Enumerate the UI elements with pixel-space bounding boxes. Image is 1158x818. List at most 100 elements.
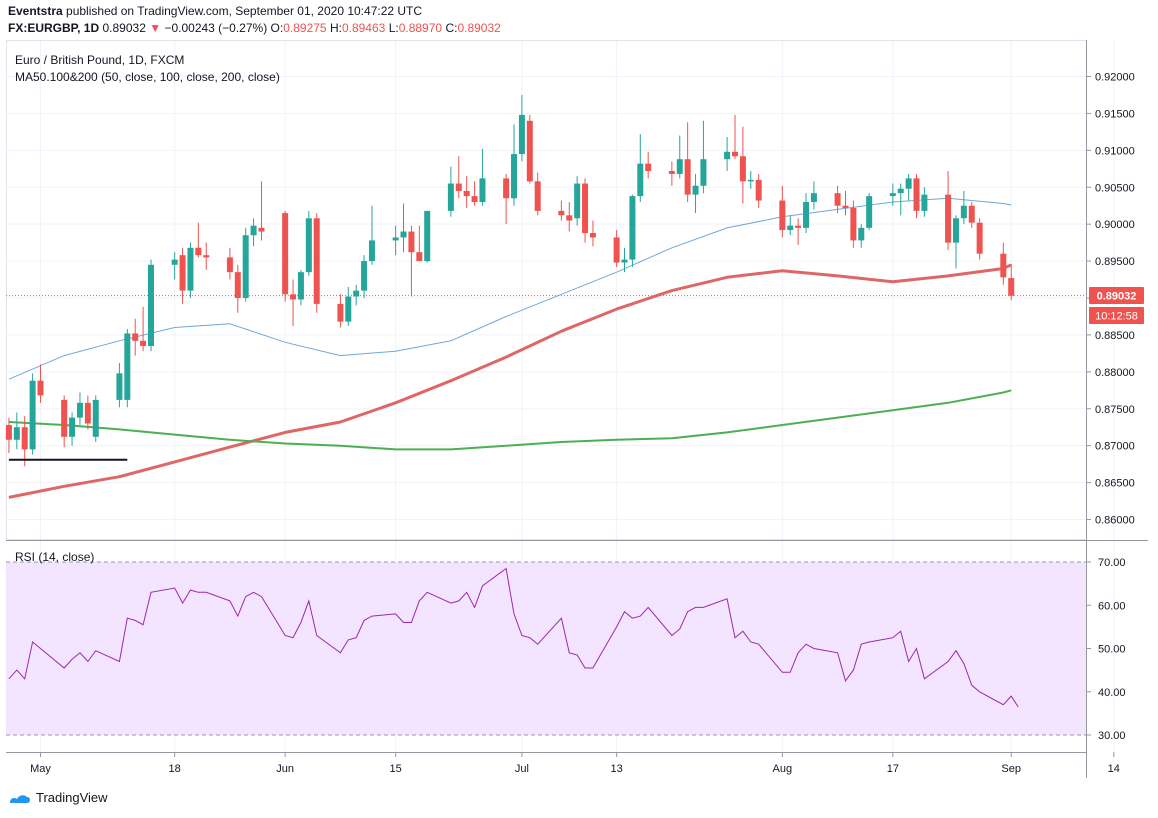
price-tick-label: 0.88000 xyxy=(1095,367,1135,379)
candle-body xyxy=(692,185,699,195)
candle-body xyxy=(408,231,415,253)
candle-body xyxy=(582,183,589,234)
candle-body xyxy=(250,225,257,236)
candle xyxy=(684,122,691,203)
time-axis-ticks: May 18 Jun 15 Jul 13 Aug 17 Sep 14 xyxy=(30,752,1120,775)
candle xyxy=(479,148,486,206)
candle xyxy=(858,224,865,248)
candle xyxy=(629,194,636,267)
candle-body xyxy=(629,196,636,260)
candle xyxy=(968,202,975,228)
rsi-tick-label: 40.00 xyxy=(1098,687,1126,699)
chart-subtitle: MA50.100&200 (50, close, 100, close, 200… xyxy=(15,70,280,84)
last-price-label: 0.89032 xyxy=(1097,291,1137,303)
candle xyxy=(282,210,289,302)
candle xyxy=(613,230,620,267)
candle-body xyxy=(779,200,786,231)
candle xyxy=(408,225,415,297)
candle xyxy=(897,183,904,216)
candle-body xyxy=(471,196,478,203)
candle xyxy=(455,156,462,199)
candle xyxy=(637,134,644,203)
candle-body xyxy=(313,218,320,304)
candle-body xyxy=(676,159,683,174)
candle xyxy=(400,203,407,253)
candle-body xyxy=(124,333,131,400)
candle xyxy=(945,171,952,251)
candle xyxy=(416,225,423,262)
time-tick-label: Sep xyxy=(1001,763,1021,775)
candle xyxy=(518,94,525,162)
candle-body xyxy=(526,120,533,182)
candle-body xyxy=(645,163,652,172)
candle xyxy=(337,294,344,328)
candle xyxy=(242,227,249,302)
candle-body xyxy=(1008,278,1015,296)
candle-body xyxy=(731,151,738,157)
countdown-label: 10:12:58 xyxy=(1095,311,1138,323)
rsi-tick-label: 70.00 xyxy=(1098,557,1126,569)
price-tick-label: 0.90500 xyxy=(1095,182,1135,194)
candle xyxy=(755,173,762,208)
candle-body xyxy=(803,202,810,228)
candle xyxy=(834,185,841,214)
candle xyxy=(147,259,154,352)
candle xyxy=(952,215,959,269)
candle xyxy=(424,210,431,263)
candle xyxy=(84,395,91,430)
candle-body xyxy=(290,294,297,300)
candle-body xyxy=(195,247,202,256)
candle xyxy=(37,364,44,403)
candle-body xyxy=(834,193,841,206)
price-tick-label: 0.86000 xyxy=(1095,515,1135,527)
candle xyxy=(195,222,202,258)
candle xyxy=(566,202,573,232)
candle-body xyxy=(187,247,194,291)
candle-body xyxy=(479,178,486,203)
candle-body xyxy=(76,402,83,418)
author-name[interactable]: Eventstra xyxy=(8,4,63,18)
rsi-axis-ticks: 30.00 40.00 50.00 60.00 70.00 xyxy=(1086,557,1126,742)
candle xyxy=(313,213,320,313)
candle xyxy=(140,306,147,352)
rsi-tick-label: 50.00 xyxy=(1098,644,1126,656)
candle-body xyxy=(5,424,12,440)
candle xyxy=(203,242,210,270)
candle xyxy=(842,190,849,216)
moving-averages xyxy=(8,197,1012,499)
candle-body xyxy=(400,231,407,238)
candle-body xyxy=(140,340,147,346)
candle xyxy=(889,183,896,206)
last-price-badge: 0.89032 10:12:58 xyxy=(1089,287,1144,324)
candle-body xyxy=(747,179,754,182)
candle-body xyxy=(668,171,675,174)
candle-body xyxy=(566,215,573,221)
candle-body xyxy=(921,194,928,211)
candle-body xyxy=(866,196,873,228)
price-tick-label: 0.88500 xyxy=(1095,330,1135,342)
candle xyxy=(463,176,470,208)
candle xyxy=(92,395,99,442)
price-tick-label: 0.86500 xyxy=(1095,478,1135,490)
candle xyxy=(503,173,510,225)
price-tick-label: 0.87000 xyxy=(1095,441,1135,453)
candle xyxy=(76,392,83,425)
low-value: 0.88970 xyxy=(398,21,443,35)
candle-body xyxy=(810,193,817,203)
candle xyxy=(250,218,257,247)
candle-body xyxy=(179,255,186,291)
last-price-badge-bg xyxy=(1089,287,1144,304)
candle-body xyxy=(21,427,28,450)
tradingview-logo-icon xyxy=(10,794,30,803)
candle-body xyxy=(84,402,91,424)
brand-name[interactable]: TradingView xyxy=(36,790,108,805)
candle-body xyxy=(447,183,454,211)
candle xyxy=(676,135,683,179)
price-tick-label: 0.87500 xyxy=(1095,404,1135,416)
candle xyxy=(392,225,399,256)
candle xyxy=(116,362,123,408)
candle xyxy=(132,318,139,356)
publish-info: published on TradingView.com, September … xyxy=(62,4,423,18)
candle-body xyxy=(897,188,904,194)
symbol-line: FX:EURGBP, 1D 0.89032 ▼ −0.00243 (−0.27%… xyxy=(8,20,1148,37)
